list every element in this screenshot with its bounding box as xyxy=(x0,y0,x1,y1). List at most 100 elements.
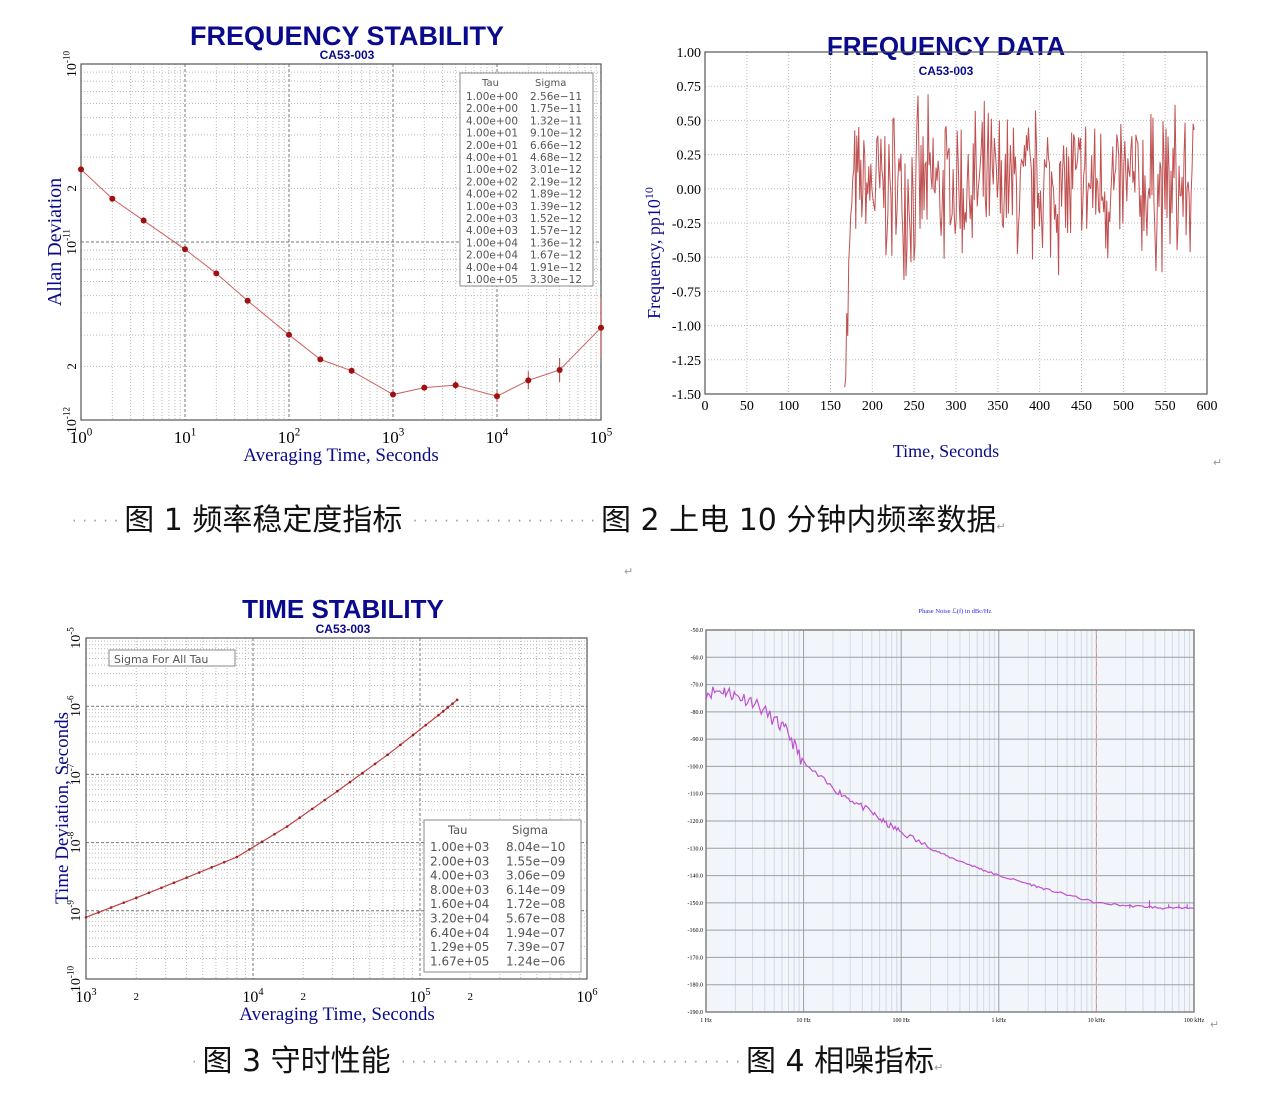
svg-text:10-9: 10-9 xyxy=(66,900,84,922)
svg-text:4.00e+01: 4.00e+01 xyxy=(466,152,518,164)
svg-text:10 kHz: 10 kHz xyxy=(1088,1018,1106,1024)
svg-text:↵: ↵ xyxy=(1210,1019,1219,1031)
svg-text:5.67e−08: 5.67e−08 xyxy=(506,912,565,926)
svg-text:1.32e−11: 1.32e−11 xyxy=(530,115,582,127)
paragraph-mark: ↵ xyxy=(624,565,634,578)
svg-text:FREQUENCY DATA: FREQUENCY DATA xyxy=(827,31,1066,61)
svg-text:102: 102 xyxy=(278,426,301,447)
svg-text:-130.0: -130.0 xyxy=(688,846,704,852)
caption-row-bottom: ·图 3 守时性能 ······························… xyxy=(192,1036,943,1080)
svg-text:-90.0: -90.0 xyxy=(691,737,704,743)
svg-text:-1.25: -1.25 xyxy=(672,354,701,369)
svg-text:-150.0: -150.0 xyxy=(688,901,704,907)
svg-text:2.00e+01: 2.00e+01 xyxy=(466,140,518,152)
svg-text:-140.0: -140.0 xyxy=(688,874,704,880)
svg-text:-0.75: -0.75 xyxy=(672,285,701,300)
svg-text:↵: ↵ xyxy=(1213,457,1222,469)
svg-text:1.57e−12: 1.57e−12 xyxy=(530,225,582,237)
svg-text:1.75e−11: 1.75e−11 xyxy=(530,103,582,115)
svg-text:103: 103 xyxy=(382,426,405,447)
svg-text:CA53-003: CA53-003 xyxy=(316,622,371,636)
svg-text:Sigma: Sigma xyxy=(512,823,548,837)
svg-text:-80.0: -80.0 xyxy=(691,710,704,716)
svg-text:-0.25: -0.25 xyxy=(672,217,701,232)
svg-text:10-10: 10-10 xyxy=(62,50,80,77)
caption-row-top: ·····图 1 频率稳定度指标 ··················图 2 上… xyxy=(72,495,1006,539)
figure-time-stability: TIME STABILITY CA53-003 103 104 105 106 2 2 2 10-… xyxy=(0,580,640,1044)
svg-text:Frequency, pp1010: Frequency, pp1010 xyxy=(642,187,664,319)
svg-text:Tau: Tau xyxy=(481,78,499,89)
svg-text:-100.0: -100.0 xyxy=(688,764,704,770)
svg-text:Allan Deviation: Allan Deviation xyxy=(44,178,66,306)
svg-text:1.89e−12: 1.89e−12 xyxy=(530,189,582,201)
svg-text:10-5: 10-5 xyxy=(66,627,84,649)
svg-text:-70.0: -70.0 xyxy=(691,683,704,689)
paragraph-mark-mid: ↵ xyxy=(624,565,633,578)
svg-text:8.04e−10: 8.04e−10 xyxy=(506,840,565,854)
svg-text:CA53-003: CA53-003 xyxy=(320,48,375,62)
svg-text:100: 100 xyxy=(778,399,799,414)
svg-text:1.52e−12: 1.52e−12 xyxy=(530,213,582,225)
svg-text:104: 104 xyxy=(242,987,264,1006)
svg-text:1.67e+05: 1.67e+05 xyxy=(430,954,489,968)
svg-text:-180.0: -180.0 xyxy=(688,983,704,989)
svg-text:0.25: 0.25 xyxy=(677,149,702,164)
svg-text:1.24e−06: 1.24e−06 xyxy=(506,954,565,968)
svg-text:1.00e+03: 1.00e+03 xyxy=(430,840,489,854)
svg-text:1.36e−12: 1.36e−12 xyxy=(530,237,582,249)
svg-text:3.01e−12: 3.01e−12 xyxy=(530,164,582,176)
svg-text:600: 600 xyxy=(1197,399,1218,414)
svg-text:2.00e+00: 2.00e+00 xyxy=(466,103,518,115)
svg-text:10 Hz: 10 Hz xyxy=(796,1018,811,1024)
paragraph-mark: ↵ xyxy=(934,1061,944,1074)
svg-text:4.00e+03: 4.00e+03 xyxy=(466,225,518,237)
svg-text:450: 450 xyxy=(1071,399,1092,414)
svg-text:400: 400 xyxy=(1029,399,1050,414)
svg-text:2.00e+04: 2.00e+04 xyxy=(466,250,518,262)
svg-text:105: 105 xyxy=(409,987,430,1006)
phase-noise-chart: Phase Noise ℒ(f) in dBc/Hz -50.0 -60.0 -70.… xyxy=(688,607,1220,1031)
svg-text:Tau: Tau xyxy=(447,823,467,837)
svg-text:6.40e+04: 6.40e+04 xyxy=(430,926,489,940)
svg-text:Time Deviation, Seconds: Time Deviation, Seconds xyxy=(52,712,73,904)
svg-text:Phase Noise ℒ(f) in dBc/Hz: Phase Noise ℒ(f) in dBc/Hz xyxy=(919,607,992,615)
svg-text:101: 101 xyxy=(174,426,197,447)
svg-text:-160.0: -160.0 xyxy=(688,928,704,934)
svg-text:4.68e−12: 4.68e−12 xyxy=(530,152,582,164)
svg-text:2.56e−11: 2.56e−11 xyxy=(530,91,582,103)
svg-text:Sigma For All Tau: Sigma For All Tau xyxy=(114,653,208,666)
svg-text:4.00e+00: 4.00e+00 xyxy=(466,115,518,127)
svg-text:2.19e−12: 2.19e−12 xyxy=(530,176,582,188)
svg-text:6.14e−09: 6.14e−09 xyxy=(506,883,565,897)
caption-fig4: 图 4 相噪指标 xyxy=(745,1044,935,1079)
svg-text:1.00e+03: 1.00e+03 xyxy=(466,201,518,213)
svg-text:1.00e+05: 1.00e+05 xyxy=(466,274,518,286)
svg-text:100 Hz: 100 Hz xyxy=(892,1018,910,1024)
svg-text:2.00e+02: 2.00e+02 xyxy=(466,176,518,188)
svg-text:1 kHz: 1 kHz xyxy=(992,1018,1007,1024)
svg-text:2: 2 xyxy=(134,991,140,1003)
svg-text:300: 300 xyxy=(946,399,967,414)
figure-phase-noise: Phase Noise ℒ(f) in dBc/Hz -50.0 -60.0 -70.… xyxy=(640,590,1286,1044)
svg-text:2.00e+03: 2.00e+03 xyxy=(466,213,518,225)
svg-text:4.00e+04: 4.00e+04 xyxy=(466,262,518,274)
svg-text:500: 500 xyxy=(1113,399,1134,414)
svg-text:CA53-003: CA53-003 xyxy=(919,64,974,78)
svg-text:105: 105 xyxy=(590,426,613,447)
caption-fig3: 图 3 守时性能 xyxy=(202,1044,391,1079)
svg-text:1.94e−07: 1.94e−07 xyxy=(506,926,565,940)
leader-dots: ·················· xyxy=(402,513,601,530)
svg-text:250: 250 xyxy=(904,399,925,414)
svg-text:-1.00: -1.00 xyxy=(672,320,701,335)
leader-dots: ································· xyxy=(390,1054,746,1071)
svg-text:0.75: 0.75 xyxy=(677,80,702,95)
svg-text:0: 0 xyxy=(702,399,709,414)
svg-text:-170.0: -170.0 xyxy=(688,955,704,961)
svg-text:-190.0: -190.0 xyxy=(688,1010,704,1016)
svg-text:FREQUENCY STABILITY: FREQUENCY STABILITY xyxy=(190,21,504,51)
svg-text:2: 2 xyxy=(301,991,307,1003)
svg-text:1.39e−12: 1.39e−12 xyxy=(530,201,582,213)
svg-text:-120.0: -120.0 xyxy=(688,819,704,825)
svg-text:106: 106 xyxy=(576,987,597,1006)
figure-frequency-stability: FREQUENCY STABILITY CA53-003 100 101 102 103 1… xyxy=(0,0,640,479)
